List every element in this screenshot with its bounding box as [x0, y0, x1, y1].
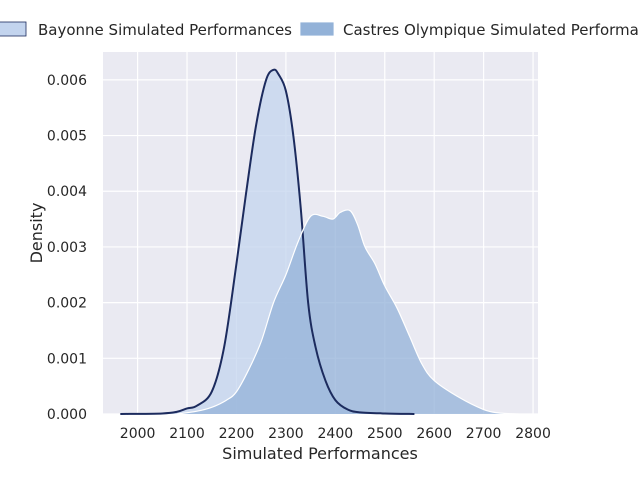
x-tick-label: 2600: [416, 426, 452, 442]
y-tick-label: 0.000: [47, 407, 87, 423]
x-tick-label: 2000: [120, 426, 156, 442]
y-tick-label: 0.004: [47, 184, 87, 200]
area-bayonne: [120, 69, 415, 415]
legend-swatch-castres: [299, 21, 335, 37]
x-tick-label: 2400: [318, 426, 354, 442]
line-castres: [177, 209, 519, 415]
y-axis-label: Density: [27, 203, 46, 264]
area-castres: [177, 209, 519, 414]
y-tick-label: 0.005: [47, 129, 87, 145]
x-tick-labels: 2000 2100 2200 2300 2400 2500 2600 2700 2800: [120, 426, 551, 442]
x-tick-label: 2500: [367, 426, 403, 442]
x-tick-label: 2100: [169, 426, 205, 442]
y-tick-labels: 0.000 0.001 0.002 0.003 0.004 0.005 0.006: [47, 73, 87, 423]
x-tick-label: 2300: [268, 426, 304, 442]
y-tick-label: 0.002: [47, 296, 87, 312]
legend-label-castres: Castres Olympique Simulated Performances: [343, 21, 640, 39]
x-tick-label: 2800: [515, 426, 551, 442]
y-tick-label: 0.001: [47, 351, 87, 367]
legend-label-bayonne: Bayonne Simulated Performances: [38, 21, 292, 39]
x-axis-label: Simulated Performances: [222, 444, 418, 463]
legend-swatch-bayonne: [0, 21, 27, 37]
legend: Bayonne Simulated Performances Castres O…: [0, 21, 640, 39]
y-tick-label: 0.006: [47, 73, 87, 89]
x-tick-label: 2700: [466, 426, 502, 442]
density-areas: [120, 68, 519, 415]
y-tick-label: 0.003: [47, 240, 87, 256]
x-tick-label: 2200: [219, 426, 255, 442]
line-bayonne: [120, 68, 415, 415]
